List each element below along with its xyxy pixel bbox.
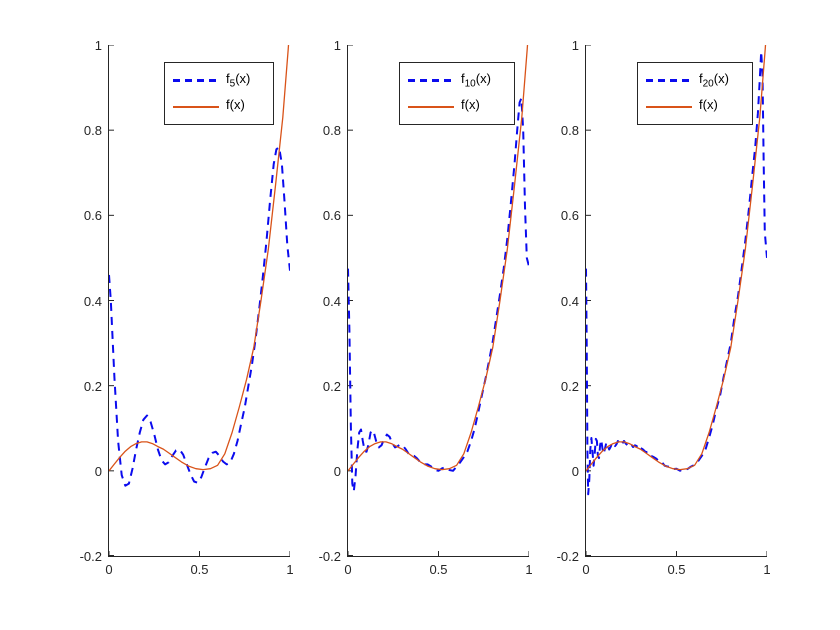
legend-entry: f(x)	[646, 97, 744, 115]
subplot-f5: f5(x) f(x) 1 0.8 0.6 0.4 0.2 0 -0.2 0 0.5 1	[80, 38, 294, 577]
y-tick-label: -0.2	[79, 549, 102, 564]
subplot-f10: f10(x) f(x) 1 0.8 0.6 0.4 0.2 0 -0.2 0 0.5 1	[319, 38, 533, 577]
legend-entry: f20(x)	[646, 71, 744, 90]
legend: f20(x) f(x)	[637, 62, 753, 125]
y-tick-label: 0.2	[322, 378, 341, 394]
legend-label: f20(x)	[699, 71, 729, 90]
approximation-curve	[348, 97, 529, 493]
x-tick-label: 0.5	[429, 562, 448, 577]
y-tick-label: 0.8	[322, 123, 341, 139]
x-tick-label: 1	[525, 562, 533, 577]
y-tick-label: 1	[94, 38, 102, 53]
true-function-curve	[586, 45, 767, 472]
legend-label: f(x)	[699, 97, 718, 113]
legend-line-sample-dashed	[408, 79, 454, 82]
y-tick-label: 0	[333, 463, 341, 479]
y-tick-label: 0.2	[560, 378, 579, 394]
legend: f10(x) f(x)	[399, 62, 515, 125]
legend-entry: f5(x)	[173, 71, 265, 90]
plot-area	[348, 45, 529, 556]
y-tick-label: 0.8	[560, 123, 579, 139]
legend-entry: f10(x)	[408, 71, 506, 90]
approximation-curve	[109, 146, 290, 487]
y-tick-label: 0.6	[322, 208, 341, 224]
y-tick-label: -0.2	[556, 549, 579, 564]
y-tick-label: 0	[571, 463, 579, 479]
y-tick-label: 0.4	[83, 293, 102, 309]
y-tick-label: 0.4	[322, 293, 341, 309]
y-tick-label: 0.4	[560, 293, 579, 309]
y-tick-label: -0.2	[318, 549, 341, 564]
y-tick-label: 0	[94, 463, 102, 479]
true-function-curve	[109, 45, 290, 472]
y-tick-label: 0.2	[83, 378, 102, 394]
legend-label: f(x)	[226, 97, 245, 113]
subplot-f20: f20(x) f(x) 1 0.8 0.6 0.4 0.2 0 -0.2 0 0.5 1	[557, 38, 771, 577]
approximation-curve	[586, 50, 767, 496]
legend-entry: f(x)	[173, 97, 265, 115]
y-tick-label: 1	[571, 38, 579, 53]
legend-label: f5(x)	[226, 71, 251, 90]
true-function-curve	[348, 45, 529, 472]
plot-area	[109, 45, 290, 556]
legend-label: f(x)	[461, 97, 480, 113]
y-tick-label: 0.8	[83, 123, 102, 139]
legend: f5(x) f(x)	[164, 62, 274, 125]
legend-line-sample-solid	[408, 105, 454, 108]
x-tick-label: 0.5	[667, 562, 686, 577]
y-tick-label: 0.6	[560, 208, 579, 224]
legend-line-sample-solid	[173, 105, 219, 108]
plot-area	[586, 45, 767, 556]
y-tick-label: 0.6	[83, 208, 102, 224]
x-tick-label: 1	[763, 562, 771, 577]
legend-line-sample-dashed	[646, 79, 692, 82]
y-tick-label: 1	[333, 38, 341, 53]
legend-label: f10(x)	[461, 71, 491, 90]
legend-line-sample-solid	[646, 105, 692, 108]
x-tick-label: 0	[582, 562, 590, 577]
x-tick-label: 0	[344, 562, 352, 577]
legend-line-sample-dashed	[173, 79, 219, 82]
x-tick-label: 0.5	[190, 562, 209, 577]
x-tick-label: 0	[105, 562, 113, 577]
legend-entry: f(x)	[408, 97, 506, 115]
x-tick-label: 1	[286, 562, 294, 577]
